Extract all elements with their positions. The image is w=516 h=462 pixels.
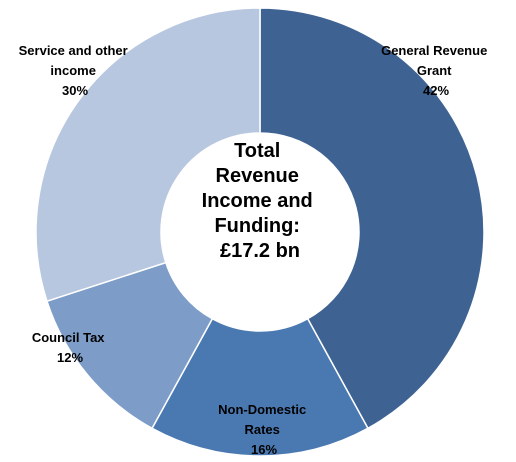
center-line-5: £17.2 bn xyxy=(220,240,300,262)
donut-slice-non-domestic-rates xyxy=(151,317,369,457)
center-line-1: Total xyxy=(234,140,280,162)
donut-slices xyxy=(35,7,485,457)
center-line-2: Revenue xyxy=(216,165,299,187)
center-line-4: Funding: xyxy=(214,215,300,237)
slice-label-service-and-other-income: Service and other income 30% xyxy=(19,43,132,98)
donut-slice-service-and-other-income xyxy=(35,7,261,303)
slice-label-council-tax: Council Tax 12% xyxy=(32,330,108,365)
slice-label-general-revenue-grant: General Revenue Grant 42% xyxy=(381,43,491,98)
center-title: Total Revenue Income and Funding: £17.2 … xyxy=(202,140,319,262)
slice-label-non-domestic-rates: Non-Domestic Rates 16% xyxy=(218,402,310,457)
center-line-3: Income and xyxy=(202,190,313,212)
donut-slice-general-revenue-grant xyxy=(259,7,485,430)
